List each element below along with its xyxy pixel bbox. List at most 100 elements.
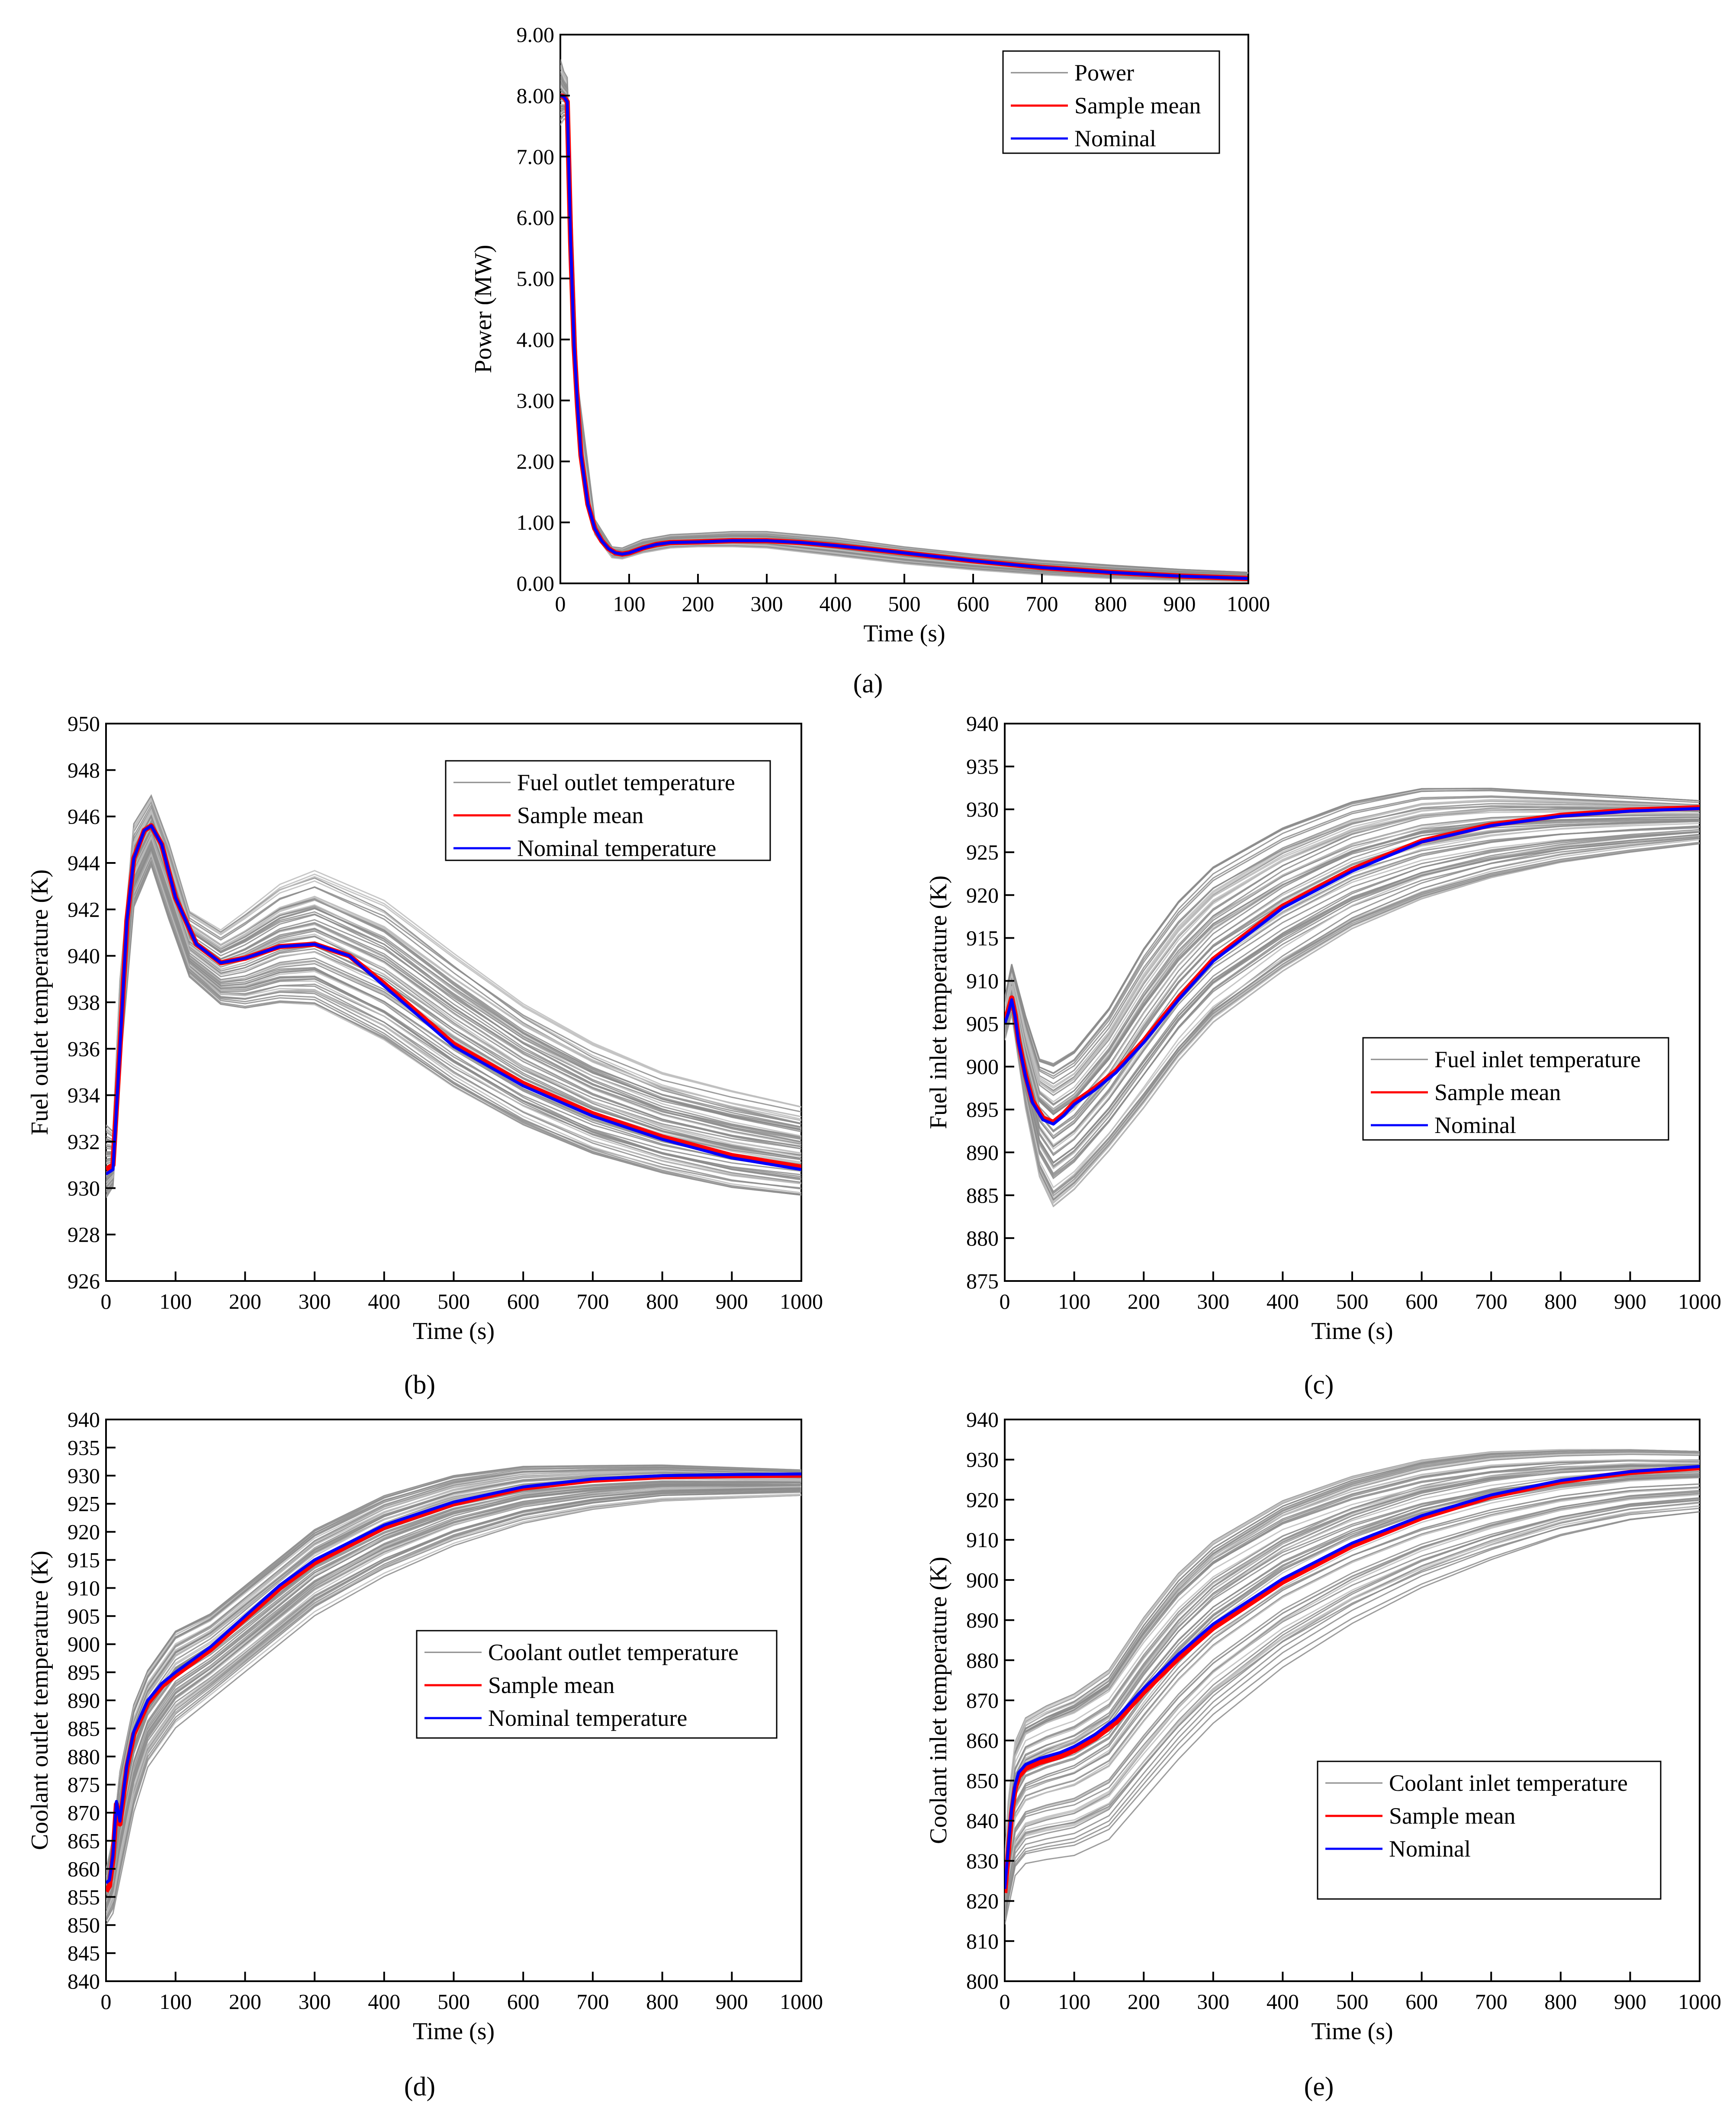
sample-curve [1005, 1505, 1700, 1920]
y-tick-label: 870 [68, 1801, 100, 1825]
panel-a-legend: Power Sample mean Nominal [1002, 50, 1220, 154]
sample-curve [106, 1489, 801, 1915]
y-tick-label: 940 [68, 1407, 100, 1432]
sample-curve [1005, 790, 1700, 1065]
x-tick-label: 800 [646, 1989, 678, 2014]
panel-b-ticks: 0 100 200 300 400 500 600 700 800 900 1000 926 928 93… [68, 711, 823, 1313]
y-tick-label: 875 [68, 1773, 100, 1797]
x-tick-label: 900 [716, 1989, 748, 2014]
x-tick-label: 800 [1544, 1289, 1577, 1313]
y-tick-label: 865 [68, 1829, 100, 1853]
y-tick-label: 860 [966, 1728, 999, 1753]
sample-curve [1005, 814, 1700, 1132]
x-tick-label: 300 [1197, 1989, 1229, 2014]
sample-curve [1005, 831, 1700, 1164]
sample-curve [1005, 795, 1700, 1075]
sample-curve [1005, 800, 1700, 1089]
nominal-line [106, 824, 801, 1176]
sample-curve [106, 1490, 801, 1920]
x-tick-label: 500 [888, 592, 921, 616]
x-tick-label: 300 [1197, 1289, 1229, 1313]
x-tick-label: 400 [368, 1289, 400, 1313]
x-tick-label: 300 [299, 1289, 331, 1313]
y-tick-label: 4.00 [517, 327, 555, 351]
panel-a-caption: (a) [853, 669, 883, 698]
sample-curve [1005, 805, 1700, 1079]
x-tick-label: 800 [1544, 1989, 1577, 2014]
sample-curve [1005, 800, 1700, 1085]
panel-e-legend-label-samples: Coolant inlet temperature [1389, 1770, 1628, 1796]
x-tick-label: 300 [299, 1989, 331, 2014]
x-tick-label: 400 [820, 592, 852, 616]
y-tick-label: 905 [68, 1604, 100, 1628]
y-tick-label: 885 [966, 1183, 999, 1207]
x-tick-label: 500 [437, 1289, 470, 1313]
sample-curve [1005, 1477, 1700, 1898]
y-tick-label: 930 [966, 1448, 999, 1472]
y-tick-label: 915 [966, 926, 999, 950]
y-tick-label: 900 [966, 1568, 999, 1592]
sample-curve [1005, 1505, 1700, 1910]
x-tick-label: 900 [1614, 1989, 1646, 2014]
sample-curve [1005, 821, 1700, 1114]
panel-a-series [560, 93, 1248, 581]
sample-curve [1005, 842, 1700, 1195]
y-tick-label: 930 [68, 1464, 100, 1488]
panel-c-legend-label-samples: Fuel inlet temperature [1434, 1046, 1641, 1072]
x-tick-label: 100 [1058, 1289, 1090, 1313]
sample-curve [106, 1486, 801, 1913]
sample-curve [1005, 796, 1700, 1077]
panel-b-legend-box [445, 760, 771, 861]
sample-curve [1005, 1452, 1700, 1869]
sample-curve [106, 1484, 801, 1909]
y-tick-label: 845 [68, 1941, 100, 1965]
sample-curve [1005, 1502, 1700, 1918]
y-tick-label: 820 [966, 1889, 999, 1913]
y-tick-label: 920 [966, 1487, 999, 1512]
panel-d-ticks: 0 100 200 300 400 500 600 700 800 900 1000 840 845 85… [68, 1407, 823, 2014]
x-tick-label: 900 [1614, 1289, 1646, 1313]
x-tick-label: 600 [957, 592, 990, 616]
x-tick-label: 0 [1000, 1289, 1010, 1313]
sample-curve [106, 830, 801, 1164]
sample-curve [106, 863, 801, 1198]
sample-curve [1005, 1452, 1700, 1868]
y-tick-label: 810 [966, 1929, 999, 1953]
x-tick-label: 500 [1336, 1989, 1369, 2014]
panel-a-power: 0 100 200 300 400 500 600 700 800 900 1000 0.00 1.00… [470, 23, 1270, 698]
x-tick-label: 400 [368, 1989, 400, 2014]
y-tick-label: 1.00 [517, 510, 555, 534]
sample-curve [106, 819, 801, 1152]
y-tick-label: 880 [966, 1226, 999, 1250]
panel-b-x-axis-label: Time (s) [413, 1318, 495, 1345]
panel-c-sample-curves [1005, 788, 1700, 1207]
panel-b-series [106, 823, 801, 1176]
y-tick-label: 850 [966, 1768, 999, 1793]
sample-curve [106, 801, 801, 1138]
x-tick-label: 400 [1267, 1989, 1299, 2014]
sample-curve [1005, 829, 1700, 1175]
x-tick-label: 1000 [780, 1989, 823, 2014]
y-tick-label: 925 [68, 1492, 100, 1516]
y-tick-label: 910 [68, 1576, 100, 1600]
x-tick-label: 600 [507, 1289, 540, 1313]
sample-curve [106, 861, 801, 1196]
panel-e-ticks: 0 100 200 300 400 500 600 700 800 900 1000 800 810 82… [966, 1407, 1721, 2014]
panel-d-coolant-outlet: 0 100 200 300 400 500 600 700 800 900 1000 840 845 85… [26, 1407, 823, 2102]
x-tick-label: 1000 [1227, 592, 1270, 616]
y-tick-label: 934 [68, 1083, 100, 1107]
panel-e-y-axis-label: Coolant inlet temperature (K) [925, 1557, 952, 1844]
x-tick-label: 800 [1095, 592, 1127, 616]
sample-curve [106, 851, 801, 1190]
x-tick-label: 0 [1000, 1989, 1010, 2014]
sample-curve [106, 1482, 801, 1907]
y-tick-label: 855 [68, 1885, 100, 1909]
y-tick-label: 850 [68, 1913, 100, 1937]
sample-curve [106, 1468, 801, 1880]
y-tick-label: 930 [68, 1176, 100, 1200]
y-tick-label: 860 [68, 1857, 100, 1881]
x-tick-label: 700 [1475, 1989, 1508, 2014]
sample-curve [1005, 1493, 1700, 1908]
y-tick-label: 3.00 [517, 388, 555, 412]
